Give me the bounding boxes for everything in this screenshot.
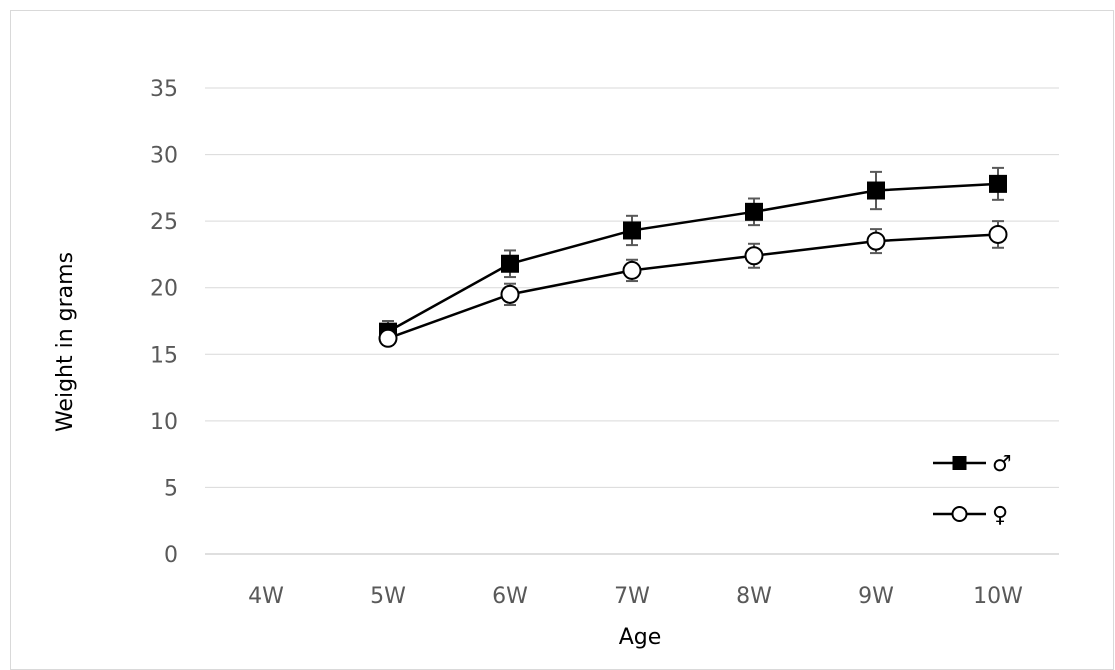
series-line-0: [387, 182, 999, 333]
series-line-1: [387, 233, 999, 340]
marker-series1-7W: [622, 260, 642, 280]
grid-layer: [205, 87, 1059, 555]
marker-series1-9W: [866, 231, 886, 251]
y-tick-label-25: 25: [150, 210, 178, 235]
y-tick-label-10: 10: [150, 410, 178, 435]
marker-series0-9W: [867, 181, 885, 200]
y-tick-label-5: 5: [164, 476, 178, 501]
x-tick-label-9W: 9W: [858, 584, 894, 609]
x-tick-label-7W: 7W: [614, 584, 650, 609]
y-tick-label-30: 30: [150, 144, 178, 169]
series-lines-layer: [387, 182, 999, 340]
legend: ♂♀: [933, 452, 1012, 528]
tick-layer: 0 5 10 15 20 25 30 35 4W 5W 6W 7W 8W 9W 10W: [150, 77, 1023, 609]
x-tick-label-8W: 8W: [736, 584, 772, 609]
y-axis-title: Weight in grams: [53, 252, 78, 432]
x-tick-label-5W: 5W: [370, 584, 406, 609]
marker-series1-8W: [744, 246, 764, 266]
chart-frame: 0 5 10 15 20 25 30 35 4W 5W 6W 7W 8W 9W 10W Weight in …: [10, 10, 1114, 670]
weight-chart: 0 5 10 15 20 25 30 35 4W 5W 6W 7W 8W 9W 10W Weight in …: [53, 77, 1059, 650]
legend-label-0: ♂: [992, 452, 1012, 477]
marker-series1-6W: [500, 284, 520, 304]
marker-series1-5W: [378, 328, 398, 348]
marker-series0-10W: [989, 174, 1007, 193]
legend-marker-filled-square: [952, 456, 967, 470]
marker-series0-6W: [501, 254, 519, 273]
error-bars-layer: [382, 166, 1004, 346]
marker-series1-10W: [988, 224, 1008, 244]
x-tick-label-6W: 6W: [492, 584, 528, 609]
x-axis-title: Age: [619, 625, 662, 650]
marker-series0-7W: [623, 221, 641, 240]
x-tick-label-10W: 10W: [973, 584, 1023, 609]
y-tick-label-20: 20: [150, 277, 178, 302]
legend-marker-open-circle: [951, 506, 968, 522]
x-tick-label-4W: 4W: [248, 584, 284, 609]
y-tick-label-0: 0: [164, 543, 178, 568]
marker-series0-8W: [745, 202, 763, 221]
markers-layer: [378, 174, 1008, 348]
y-tick-label-15: 15: [150, 343, 178, 368]
y-tick-label-35: 35: [150, 77, 178, 102]
legend-label-1: ♀: [992, 503, 1008, 528]
